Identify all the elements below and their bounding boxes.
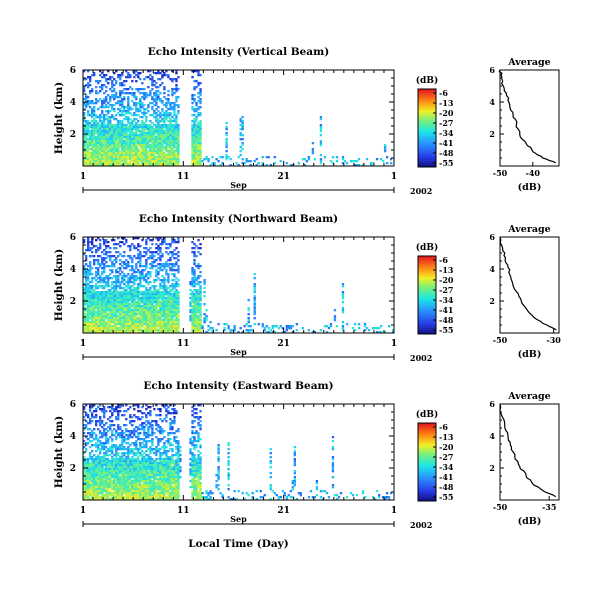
panel-title: Echo Intensity (Vertical Beam) (148, 46, 329, 58)
colorbar (418, 423, 436, 502)
average-y-tick-label: 2 (489, 129, 495, 139)
panel-title: Echo Intensity (Eastward Beam) (143, 380, 333, 392)
average-y-tick-label: 4 (489, 264, 495, 274)
average-x-tick-label: -30 (546, 335, 561, 345)
x-tick-label: 1 (80, 506, 86, 516)
y-axis-label: Height (km) (53, 416, 65, 488)
average-title: Average (507, 224, 550, 235)
y-tick-label: 4 (70, 265, 76, 275)
x-tick-label: 1 (391, 339, 397, 349)
average-y-tick-label: 4 (489, 431, 495, 441)
y-axis-label: Height (km) (53, 82, 65, 154)
colorbar-tick-label: -20 (439, 275, 454, 285)
average-y-tick-label: 6 (489, 232, 495, 242)
y-tick-label: 6 (70, 233, 76, 243)
year-label: 2002 (410, 520, 432, 530)
x-tick-label: 21 (277, 339, 290, 349)
average-y-tick-label: 2 (489, 296, 495, 306)
colorbar-tick-label: -48 (439, 148, 454, 158)
y-tick-label: 6 (70, 400, 76, 410)
colorbar-tick-label: -13 (439, 432, 454, 442)
y-tick-label: 2 (70, 297, 76, 307)
colorbar-tick-label: -41 (439, 472, 453, 482)
colorbar-tick-label: -27 (439, 452, 453, 462)
colorbar-tick-label: -34 (439, 295, 454, 305)
average-title: Average (507, 391, 550, 402)
colorbar-tick-label: -41 (439, 305, 453, 315)
panel-1: Echo Intensity (Vertical Beam)1 11 21 1Sep2… (53, 46, 560, 196)
year-label: 2002 (410, 186, 432, 196)
colorbar-tick-label: -13 (439, 265, 454, 275)
average-x-tick-label: -40 (526, 168, 541, 178)
average-x-tick-label: -50 (493, 168, 508, 178)
x-tick-label: 1 (80, 172, 86, 182)
colorbar-unit: (dB) (416, 75, 438, 86)
x-axis-label: Local Time (Day) (188, 538, 288, 550)
month-label: Sep (230, 347, 247, 357)
panel-2: Echo Intensity (Northward Beam)1 11 21 1Sep… (53, 213, 561, 363)
colorbar-tick-label: -34 (439, 462, 454, 472)
year-label: 2002 (410, 353, 432, 363)
average-y-tick-label: 2 (489, 463, 495, 473)
y-tick-label: 4 (70, 98, 76, 108)
x-tick-label: 1 (391, 506, 397, 516)
x-tick-label: 1 (80, 339, 86, 349)
x-tick-label: 11 (177, 506, 190, 516)
panel-3: Echo Intensity (Eastward Beam)1 11 21 1Sep2… (53, 380, 560, 550)
month-label: Sep (230, 180, 247, 190)
average-y-tick-label: 6 (489, 65, 495, 75)
colorbar-tick-label: -13 (439, 98, 454, 108)
y-tick-label: 4 (70, 432, 76, 442)
heatmap-cells (83, 70, 393, 167)
colorbar-tick-label: -20 (439, 442, 454, 452)
month-label: Sep (230, 514, 247, 524)
colorbar-tick-label: -41 (439, 138, 453, 148)
average-frame (499, 236, 560, 334)
colorbar-unit: (dB) (416, 409, 438, 420)
colorbar-tick-label: -6 (439, 255, 448, 265)
colorbar-tick-label: -48 (439, 315, 454, 325)
colorbar-tick-label: -55 (439, 325, 453, 335)
colorbar (418, 256, 436, 335)
y-tick-label: 2 (70, 464, 76, 474)
y-tick-label: 2 (70, 130, 76, 140)
heatmap-cells (83, 237, 395, 334)
colorbar-tick-label: -55 (439, 158, 453, 168)
colorbar-tick-label: -27 (439, 285, 453, 295)
y-tick-label: 6 (70, 66, 76, 76)
colorbar-tick-label: -34 (439, 128, 454, 138)
colorbar-tick-label: -48 (439, 482, 454, 492)
x-tick-label: 21 (277, 506, 290, 516)
average-title: Average (507, 57, 550, 68)
average-frame (499, 403, 560, 501)
panel-title: Echo Intensity (Northward Beam) (139, 213, 338, 225)
colorbar (418, 89, 436, 168)
x-tick-label: 11 (177, 172, 190, 182)
average-profile-line (498, 69, 556, 164)
colorbar-unit: (dB) (416, 242, 438, 253)
colorbar-tick-label: -6 (439, 422, 448, 432)
average-x-tick-label: -35 (542, 502, 556, 512)
average-y-tick-label: 6 (489, 399, 495, 409)
average-profile-line (499, 236, 557, 331)
average-y-tick-label: 4 (489, 97, 495, 107)
average-x-label: (dB) (518, 516, 542, 527)
average-x-tick-label: -50 (493, 335, 508, 345)
heatmap-cells (83, 404, 393, 501)
colorbar-tick-label: -20 (439, 108, 454, 118)
average-x-label: (dB) (518, 182, 542, 193)
average-x-label: (dB) (518, 349, 542, 360)
x-tick-label: 11 (177, 339, 190, 349)
average-frame (499, 69, 560, 167)
average-profile-line (499, 403, 557, 498)
x-tick-label: 1 (391, 172, 397, 182)
x-tick-label: 21 (277, 172, 290, 182)
y-axis-label: Height (km) (53, 249, 65, 321)
average-x-tick-label: -50 (493, 502, 508, 512)
colorbar-tick-label: -27 (439, 118, 453, 128)
colorbar-tick-label: -55 (439, 492, 453, 502)
colorbar-tick-label: -6 (439, 88, 448, 98)
